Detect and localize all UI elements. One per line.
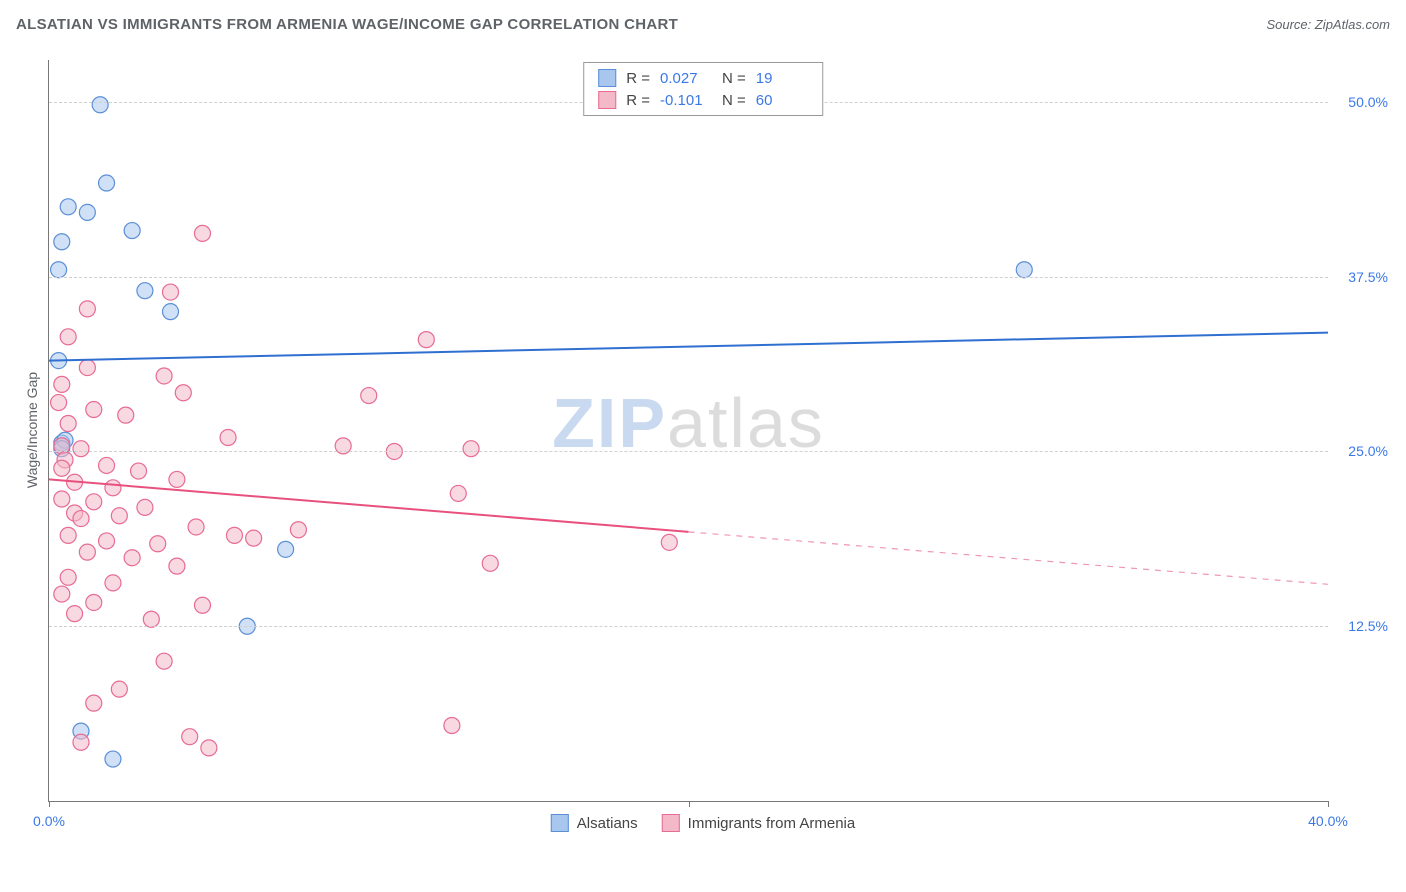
legend-bottom-swatch-0 bbox=[551, 814, 569, 832]
scatter-point bbox=[182, 729, 198, 745]
trend-line-dashed bbox=[689, 532, 1329, 584]
scatter-point bbox=[60, 527, 76, 543]
scatter-point bbox=[92, 97, 108, 113]
scatter-point bbox=[194, 597, 210, 613]
scatter-point bbox=[73, 734, 89, 750]
scatter-point bbox=[86, 402, 102, 418]
r-value-1: -0.101 bbox=[660, 92, 712, 109]
plot-area: ZIPatlas 12.5%25.0%37.5%50.0%0.0%40.0% bbox=[48, 60, 1328, 802]
header-bar: ALSATIAN VS IMMIGRANTS FROM ARMENIA WAGE… bbox=[0, 0, 1406, 48]
scatter-point bbox=[194, 225, 210, 241]
scatter-point bbox=[60, 199, 76, 215]
scatter-point bbox=[220, 429, 236, 445]
scatter-point bbox=[54, 586, 70, 602]
scatter-point bbox=[150, 536, 166, 552]
scatter-point bbox=[79, 204, 95, 220]
y-tick-label: 37.5% bbox=[1348, 269, 1388, 285]
scatter-point bbox=[86, 494, 102, 510]
legend-item-1: Immigrants from Armenia bbox=[662, 814, 856, 832]
scatter-point bbox=[188, 519, 204, 535]
scatter-point bbox=[482, 555, 498, 571]
scatter-point bbox=[54, 234, 70, 250]
scatter-point bbox=[163, 304, 179, 320]
legend-row-series-0: R = 0.027 N = 19 bbox=[584, 67, 822, 89]
scatter-point bbox=[51, 262, 67, 278]
scatter-point bbox=[54, 376, 70, 392]
scatter-point bbox=[111, 681, 127, 697]
scatter-point bbox=[105, 575, 121, 591]
scatter-point bbox=[73, 511, 89, 527]
scatter-point bbox=[99, 457, 115, 473]
legend-label-1: Immigrants from Armenia bbox=[688, 815, 856, 832]
scatter-point bbox=[79, 301, 95, 317]
scatter-point bbox=[73, 441, 89, 457]
legend-series: Alsatians Immigrants from Armenia bbox=[545, 812, 861, 834]
scatter-point bbox=[105, 751, 121, 767]
scatter-point bbox=[137, 499, 153, 515]
scatter-point bbox=[661, 534, 677, 550]
scatter-point bbox=[86, 594, 102, 610]
trend-line bbox=[49, 333, 1328, 361]
scatter-point bbox=[361, 388, 377, 404]
legend-label-0: Alsatians bbox=[577, 815, 638, 832]
legend-swatch-0 bbox=[598, 69, 616, 87]
legend-item-0: Alsatians bbox=[551, 814, 638, 832]
scatter-point bbox=[156, 653, 172, 669]
scatter-point bbox=[54, 491, 70, 507]
scatter-point bbox=[226, 527, 242, 543]
legend-swatch-1 bbox=[598, 91, 616, 109]
scatter-point bbox=[79, 360, 95, 376]
n-value-0: 19 bbox=[756, 70, 808, 87]
scatter-point bbox=[278, 541, 294, 557]
scatter-point bbox=[99, 175, 115, 191]
scatter-point bbox=[124, 550, 140, 566]
scatter-point bbox=[118, 407, 134, 423]
scatter-point bbox=[463, 441, 479, 457]
y-axis-title: Wage/Income Gap bbox=[24, 372, 40, 488]
scatter-point bbox=[450, 485, 466, 501]
scatter-point bbox=[143, 611, 159, 627]
scatter-point bbox=[60, 416, 76, 432]
legend-row-series-1: R = -0.101 N = 60 bbox=[584, 89, 822, 111]
scatter-point bbox=[111, 508, 127, 524]
scatter-point bbox=[51, 395, 67, 411]
scatter-point bbox=[175, 385, 191, 401]
scatter-point bbox=[201, 740, 217, 756]
scatter-point bbox=[67, 606, 83, 622]
scatter-point bbox=[60, 569, 76, 585]
legend-correlation: R = 0.027 N = 19 R = -0.101 N = 60 bbox=[583, 62, 823, 116]
scatter-point bbox=[1016, 262, 1032, 278]
r-value-0: 0.027 bbox=[660, 70, 712, 87]
scatter-point bbox=[99, 533, 115, 549]
chart-svg bbox=[49, 60, 1328, 801]
x-tick-label: 40.0% bbox=[1308, 813, 1348, 829]
n-value-1: 60 bbox=[756, 92, 808, 109]
scatter-point bbox=[444, 718, 460, 734]
source-label: Source: ZipAtlas.com bbox=[1266, 17, 1390, 32]
scatter-point bbox=[156, 368, 172, 384]
scatter-point bbox=[105, 480, 121, 496]
scatter-point bbox=[54, 460, 70, 476]
scatter-point bbox=[124, 223, 140, 239]
scatter-point bbox=[418, 332, 434, 348]
scatter-point bbox=[60, 329, 76, 345]
scatter-point bbox=[137, 283, 153, 299]
scatter-point bbox=[79, 544, 95, 560]
y-tick-label: 12.5% bbox=[1348, 618, 1388, 634]
scatter-point bbox=[290, 522, 306, 538]
scatter-point bbox=[86, 695, 102, 711]
y-tick-label: 50.0% bbox=[1348, 94, 1388, 110]
scatter-point bbox=[169, 471, 185, 487]
legend-bottom-swatch-1 bbox=[662, 814, 680, 832]
scatter-point bbox=[131, 463, 147, 479]
y-tick-label: 25.0% bbox=[1348, 443, 1388, 459]
chart-title: ALSATIAN VS IMMIGRANTS FROM ARMENIA WAGE… bbox=[16, 16, 678, 33]
scatter-point bbox=[169, 558, 185, 574]
x-tick-label: 0.0% bbox=[33, 813, 65, 829]
scatter-point bbox=[246, 530, 262, 546]
scatter-point bbox=[163, 284, 179, 300]
